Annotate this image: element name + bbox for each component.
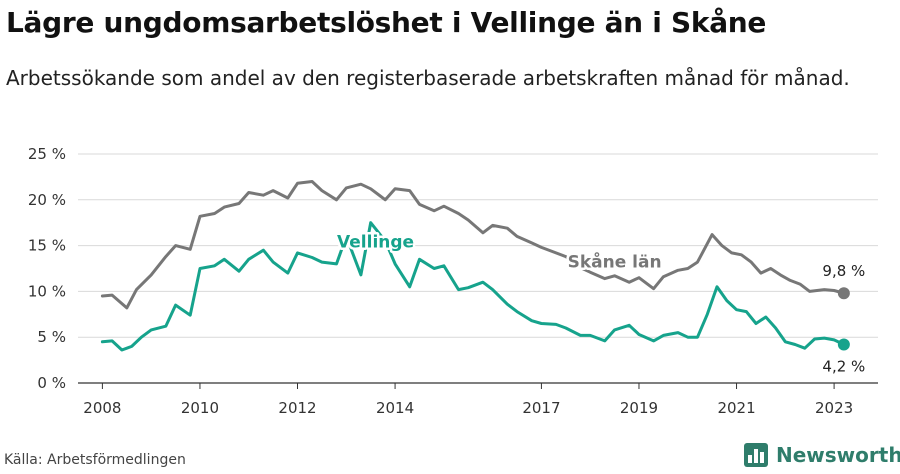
series-end-point [837,338,850,351]
x-tick-label: 2017 [522,399,560,417]
end-value-vellinge: 4,2 % [822,358,865,376]
series-label-vellinge: Vellinge [337,232,414,252]
series-labels: Skåne län Vellinge 9,8 % 4,2 % [335,230,868,378]
y-axis-ticks: 0 % 5 % 10 % 15 % 20 % 25 % [28,145,66,392]
newsworthy-icon [744,443,768,467]
y-tick-label: 15 % [28,237,66,255]
x-tick-label: 2012 [278,399,316,417]
x-tick-label: 2021 [717,399,755,417]
series-end-point [837,287,850,300]
y-tick-label: 20 % [28,191,66,209]
series-label-skane: Skåne län [568,251,662,273]
x-tick-label: 2008 [83,399,121,417]
y-tick-label: 5 % [37,328,66,346]
page-title: Lägre ungdomsarbetslöshet i Vellinge än … [6,6,767,39]
grid-lines [78,153,878,384]
x-axis-ticks: 2008 2010 2012 2014 2017 2019 2021 2023 [83,383,853,417]
page-subtitle: Arbetssökande som andel av den registerb… [6,66,850,90]
brand-name: Newsworthy [776,443,900,467]
y-tick-label: 0 % [37,374,66,392]
x-tick-label: 2010 [181,399,219,417]
end-value-skane: 9,8 % [822,262,865,280]
x-tick-label: 2023 [815,399,853,417]
y-tick-label: 25 % [28,145,66,163]
y-tick-label: 10 % [28,282,66,300]
brand-logo[interactable]: Newsworthy [744,443,900,467]
x-tick-label: 2019 [620,399,658,417]
series-line-skane [100,180,846,310]
series-lines [100,180,850,352]
series-line-vellinge [100,221,846,352]
source-note: Källa: Arbetsförmedlingen [4,452,186,468]
x-tick-label: 2014 [376,399,414,417]
